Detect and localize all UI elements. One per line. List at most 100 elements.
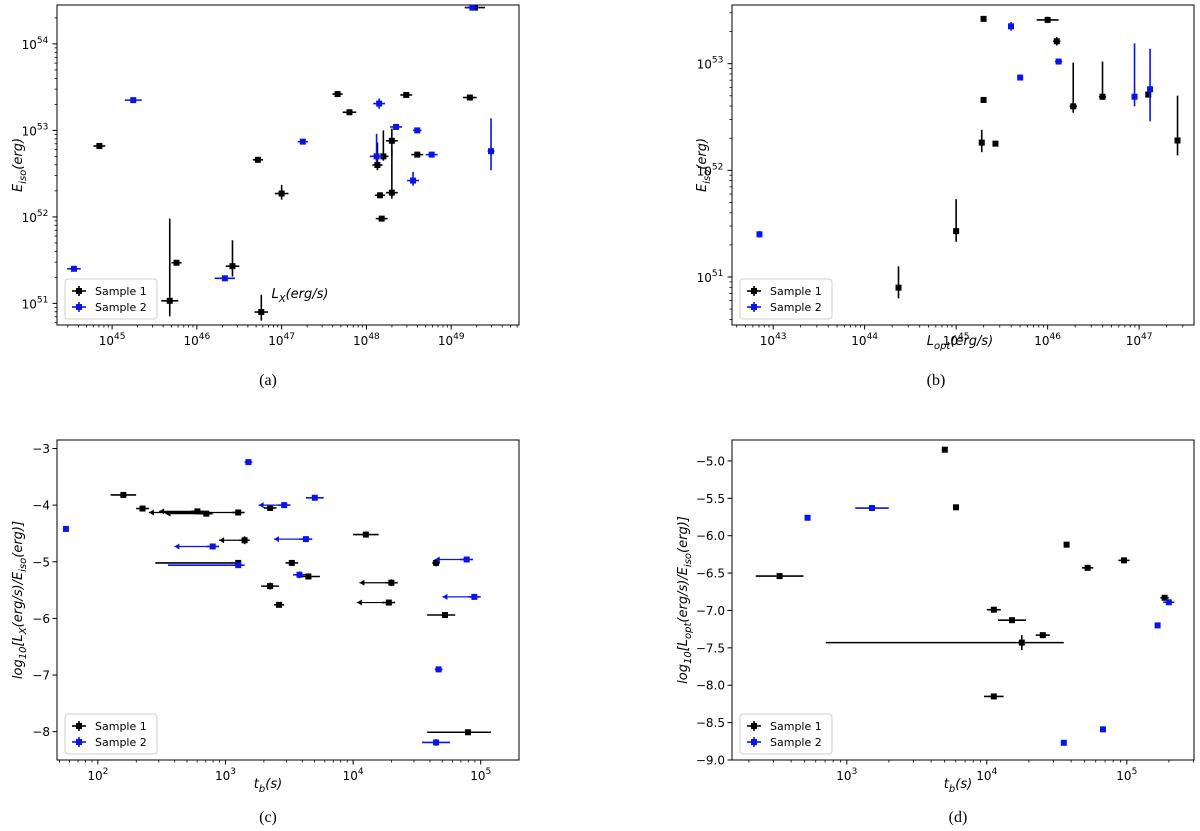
data-point-sample-1 [254, 294, 269, 321]
data-point-sample-2 [214, 275, 236, 282]
data-point-sample-1 [374, 192, 386, 199]
data-point-sample-2 [62, 525, 69, 532]
data-point-sample-2 [1100, 726, 1106, 733]
data-point-sample-1 [953, 199, 960, 242]
data-point-sample-1 [941, 446, 948, 453]
y-axis-label: log10[Lopt(erg/s)/Eiso(erg)] [676, 516, 694, 684]
x-tick-label: 105 [1116, 767, 1137, 783]
data-point-sample-1 [263, 504, 277, 511]
legend-label: Sample 2 [95, 301, 147, 314]
data-point-sample-1 [998, 617, 1026, 624]
data-point-sample-2 [855, 505, 889, 512]
data-point-sample-1 [1053, 37, 1061, 46]
data-point-sample-1 [225, 240, 240, 277]
data-point-sample-1 [285, 559, 299, 566]
x-axis-label: tb(s) [254, 777, 282, 795]
legend-box [64, 713, 158, 755]
data-point-sample-2 [174, 543, 220, 550]
data-point-sample-2 [273, 536, 313, 543]
data-point-sample-1 [984, 693, 1004, 700]
y-tick-label: −7 [32, 669, 50, 683]
data-point-sample-2 [258, 502, 291, 509]
x-tick-label: 103 [836, 767, 857, 783]
data-point-sample-1 [427, 729, 491, 736]
y-tick-label: 1053 [22, 122, 49, 138]
y-tick-label: −7.5 [696, 641, 725, 655]
x-tick-label: 1045 [943, 332, 970, 348]
data-point-sample-1 [385, 128, 398, 157]
data-point-sample-1 [1069, 62, 1077, 113]
data-layer [756, 15, 1181, 299]
data-point-sample-1 [342, 109, 357, 116]
data-point-sample-2 [804, 514, 811, 521]
x-tick-label: 1046 [184, 332, 211, 348]
x-axis-label: Lopt(erg/s) [927, 334, 994, 352]
panel-caption-a: (a) [259, 372, 277, 389]
y-tick-label: −8 [32, 725, 50, 739]
data-point-sample-1 [463, 94, 477, 101]
data-point-sample-1 [273, 601, 285, 608]
data-point-sample-2 [373, 98, 386, 109]
data-point-sample-1 [400, 91, 413, 98]
legend-label: Sample 2 [770, 736, 822, 749]
y-axis-label: log10[LX(erg/s)/Eiso(erg)] [11, 521, 29, 679]
chart-panel-b: 1043 1044 1045 1046 1047 1051 1052 1053 Lopt(erg… [695, 4, 1195, 389]
chart-panel-c: 102 103 104 105 −3 −4 −5 −6 −7 −8 tb(s) log10[LX(er… [11, 439, 520, 826]
data-point-sample-1 [359, 579, 398, 587]
data-point-sample-1 [825, 635, 1064, 651]
y-tick-label: −6.5 [696, 567, 725, 581]
y-tick-label: −7.0 [696, 604, 725, 618]
legend-item: Sample 1 [747, 720, 822, 733]
data-point-sample-2 [1008, 22, 1015, 31]
chart-panel-a: 1045 1046 1047 1048 1049 1051 1052 1053 1054 LX(e… [11, 4, 520, 389]
data-point-sample-2 [434, 556, 474, 563]
data-point-sample-1 [1036, 16, 1059, 24]
data-point-sample-1 [375, 215, 388, 222]
x-tick-label: 1047 [1126, 332, 1153, 348]
data-point-sample-2 [305, 494, 324, 501]
data-point-sample-1 [136, 505, 149, 512]
data-point-sample-2 [434, 666, 443, 673]
legend-box [739, 278, 833, 320]
data-point-sample-2 [756, 231, 763, 238]
data-point-sample-1 [353, 531, 379, 538]
x-axis-label: LX(erg/s) [271, 287, 328, 305]
data-point-sample-2 [1163, 599, 1175, 606]
data-point-sample-1 [261, 582, 280, 590]
data-point-sample-2 [1017, 74, 1024, 81]
data-point-sample-1 [1063, 541, 1070, 548]
y-tick-label: −5.0 [696, 454, 725, 468]
data-point-sample-1 [1098, 61, 1107, 100]
legend-label: Sample 1 [770, 285, 822, 298]
data-point-sample-1 [953, 504, 959, 511]
legend-item: Sample 2 [747, 301, 822, 314]
y-tick-label: −6 [32, 612, 50, 626]
chart-panel-d: 103 104 105 −5.0 −5.5 −6.0 −6.5 −7.0 −7.5 −8.0 −8.… [676, 439, 1195, 826]
data-point-sample-2 [422, 739, 451, 746]
x-tick-label: 1049 [438, 332, 465, 348]
legend-label: Sample 2 [95, 736, 147, 749]
data-point-sample-2 [293, 571, 306, 579]
y-tick-label: 1051 [697, 269, 724, 285]
data-point-sample-1 [274, 184, 289, 200]
data-point-sample-2 [1060, 739, 1067, 746]
y-axis-label: Eiso(erg) [11, 138, 29, 192]
legend: Sample 1 Sample 2 [739, 713, 833, 755]
data-point-sample-1 [93, 142, 106, 149]
data-point-sample-2 [369, 133, 384, 163]
data-point-sample-1 [978, 129, 985, 153]
data-point-sample-1 [1118, 557, 1130, 564]
legend-box [64, 278, 158, 320]
data-point-sample-2 [1131, 43, 1138, 107]
data-point-sample-1 [171, 259, 182, 266]
x-tick-label: 105 [470, 767, 491, 783]
data-point-sample-1 [427, 612, 456, 619]
data-point-sample-1 [986, 606, 1001, 613]
x-tick-label: 1048 [353, 332, 380, 348]
panel-caption-c: (c) [259, 809, 277, 826]
x-tick-label: 102 [87, 767, 108, 783]
x-tick-label: 1043 [760, 332, 787, 348]
data-point-sample-1 [385, 149, 398, 199]
data-point-sample-2 [67, 265, 81, 272]
legend-item: Sample 2 [747, 736, 822, 749]
